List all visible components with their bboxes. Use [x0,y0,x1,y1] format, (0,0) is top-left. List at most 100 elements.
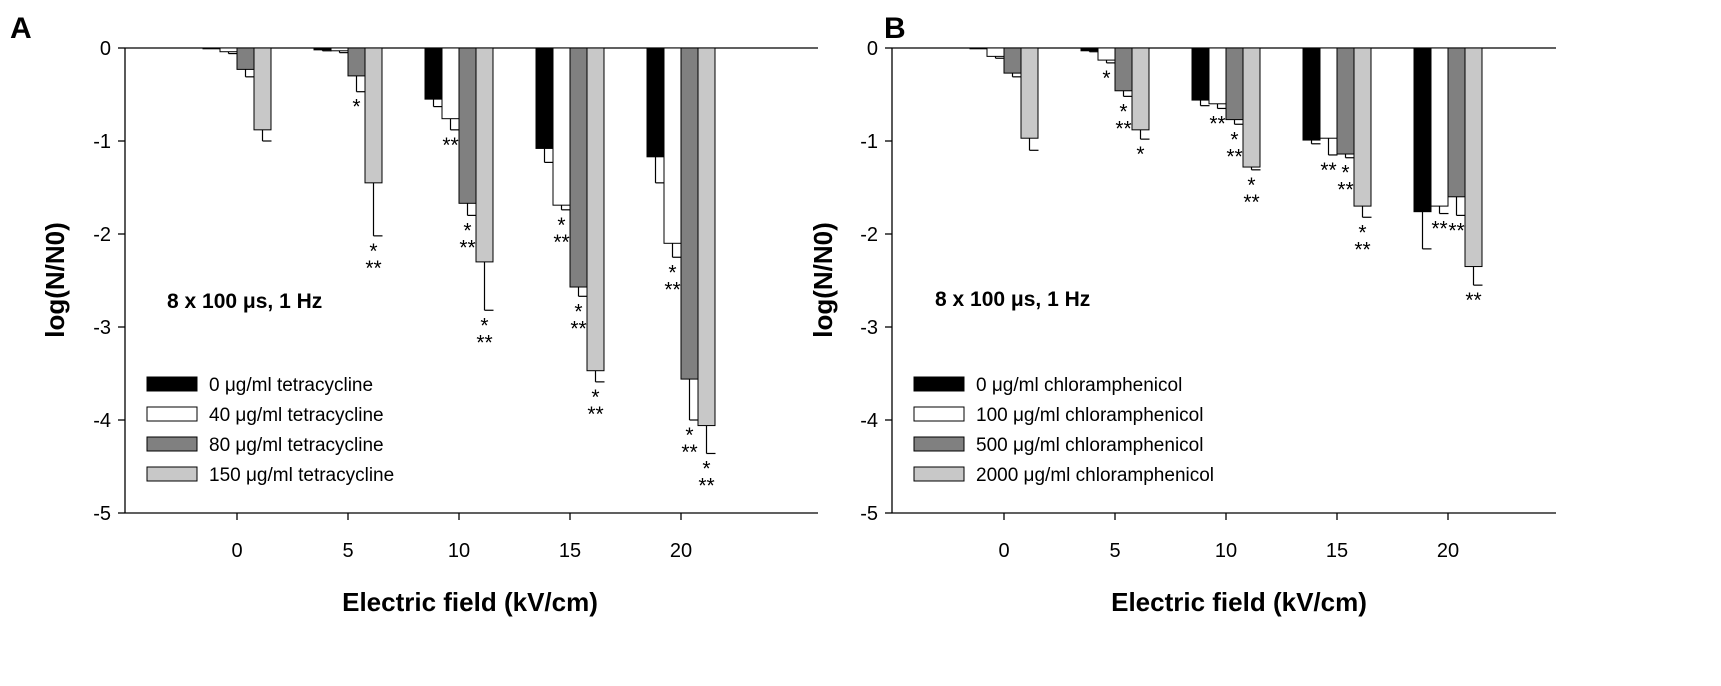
x-axis-title: Electric field (kV/cm) [1111,587,1367,617]
x-tick-label: 20 [670,540,692,562]
significance-mark: ** [553,231,569,254]
significance-mark: * [480,314,488,337]
significance-mark: ** [587,403,603,426]
significance-mark: * [557,214,565,237]
legend-label: 500 μg/ml chloramphenicol [976,435,1203,456]
y-axis-title: log(N/N0) [40,222,70,338]
significance-mark: ** [1431,218,1447,241]
x-tick-label: 0 [231,540,242,562]
y-tick-label: -2 [93,224,111,246]
bar [1336,47,1355,155]
bar [1114,47,1133,92]
legend-swatch [146,436,198,452]
legend-swatch [146,376,198,392]
bar [1020,47,1039,139]
significance-mark: ** [1243,191,1259,214]
legend-swatch [913,376,965,392]
bar [1319,47,1338,139]
legend-label: 100 μg/ml chloramphenicol [976,405,1203,426]
significance-mark: * [1136,143,1144,166]
bar [458,47,477,204]
bar [1353,47,1372,207]
bar [646,47,665,158]
bar [364,47,383,184]
significance-mark: ** [698,474,714,497]
x-tick-label: 20 [1437,540,1459,562]
significance-mark: * [591,386,599,409]
x-tick-label: 10 [448,540,470,562]
significance-mark: ** [1337,179,1353,202]
y-tick-label: -1 [93,131,111,153]
significance-mark: ** [1209,112,1225,135]
y-tick-label: 0 [867,38,878,60]
significance-mark: ** [365,257,381,280]
significance-mark: ** [1448,219,1464,242]
x-tick-label: 10 [1215,540,1237,562]
bar [347,47,366,77]
bar [1003,47,1022,74]
pulse-annotation: 8 x 100 μs, 1 Hz [935,288,1090,311]
y-tick-label: -5 [860,503,878,525]
y-tick-label: -5 [93,503,111,525]
y-tick-label: -4 [860,410,878,432]
y-tick-label: -3 [860,317,878,339]
bar [697,47,716,427]
legend-swatch [146,406,198,422]
bar [1430,47,1449,207]
significance-mark: * [685,424,693,447]
bar [1208,47,1227,105]
chart-a: 0 -1 -2 -3 -4 -5 0 5 10 15 20 Electric field (kV/cm… [40,38,818,617]
bar [202,47,221,50]
significance-mark: * [369,240,377,263]
y-tick-label: 0 [100,38,111,60]
bar [552,47,571,206]
significance-mark: * [1102,67,1110,90]
legend-label: 150 μg/ml tetracycline [209,465,394,486]
panel-label-b: B [884,12,906,45]
bar [663,47,682,244]
bar [969,47,988,50]
significance-mark: * [1119,100,1127,123]
significance-mark: * [574,300,582,323]
bar [1413,47,1432,213]
bar [1097,47,1116,61]
bar [1464,47,1483,268]
significance-mark: * [1230,128,1238,151]
y-axis-title: log(N/N0) [808,222,838,338]
bar [569,47,588,288]
significance-mark: ** [459,236,475,259]
significance-mark: ** [1320,159,1336,182]
significance-mark: ** [570,317,586,340]
bar [986,47,1005,57]
y-tick-label: -2 [860,224,878,246]
significance-mark: ** [1226,145,1242,168]
significance-mark: * [352,96,360,119]
x-axis-title: Electric field (kV/cm) [342,587,598,617]
significance-mark: ** [664,278,680,301]
legend-label: 40 μg/ml tetracycline [209,405,384,426]
legend-swatch [913,466,965,482]
bar [1225,47,1244,121]
significance-mark: * [1341,162,1349,185]
bar [535,47,554,149]
legend-swatch [913,406,965,422]
significance-mark: * [1247,174,1255,197]
bar [1191,47,1210,101]
bar [313,47,332,51]
y-tick-label: -1 [860,131,878,153]
legend-label: 0 μg/ml chloramphenicol [976,375,1182,396]
legend-swatch [913,436,965,452]
bar [586,47,605,372]
bar [680,47,699,380]
bar [1242,47,1261,168]
bar [236,47,255,70]
significance-mark: ** [476,331,492,354]
legend-swatch [146,466,198,482]
bar [330,47,349,52]
x-tick-label: 5 [1109,540,1120,562]
bar [1447,47,1466,198]
significance-mark: ** [681,441,697,464]
chart-b: 0 -1 -2 -3 -4 -5 0 5 10 15 20 Electric field (kV/cm… [808,38,1556,617]
bar [219,47,238,53]
